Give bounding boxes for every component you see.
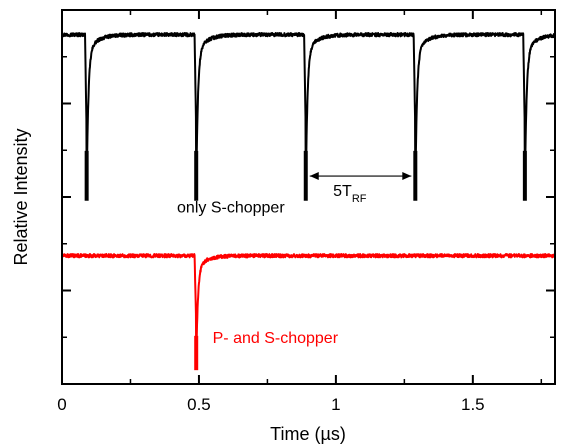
period-arrowhead-right bbox=[402, 172, 412, 181]
y-axis-label: Relative Intensity bbox=[11, 128, 31, 265]
series-line bbox=[61, 32, 556, 196]
y-axis-ticks bbox=[62, 56, 555, 338]
series-label-black: only S-chopper bbox=[177, 200, 285, 217]
x-tick-label: 0.5 bbox=[187, 395, 211, 414]
x-tick-label: 1 bbox=[331, 395, 340, 414]
period-label: 5TRF bbox=[333, 183, 367, 205]
series-label-red: P- and S-chopper bbox=[213, 330, 339, 347]
series-layer bbox=[61, 32, 556, 371]
x-tick-label: 0 bbox=[57, 395, 66, 414]
series-line bbox=[61, 253, 556, 367]
plot-area bbox=[61, 32, 556, 371]
x-tick-label: 1.5 bbox=[461, 395, 485, 414]
x-axis-ticks: 0 0.5 1 1.5 bbox=[57, 10, 543, 414]
x-axis-label: Time (µs) bbox=[270, 424, 346, 444]
period-arrowhead-left bbox=[309, 172, 319, 181]
annotation-layer: 5TRF only S-chopper P- and S-chopper bbox=[177, 172, 412, 347]
